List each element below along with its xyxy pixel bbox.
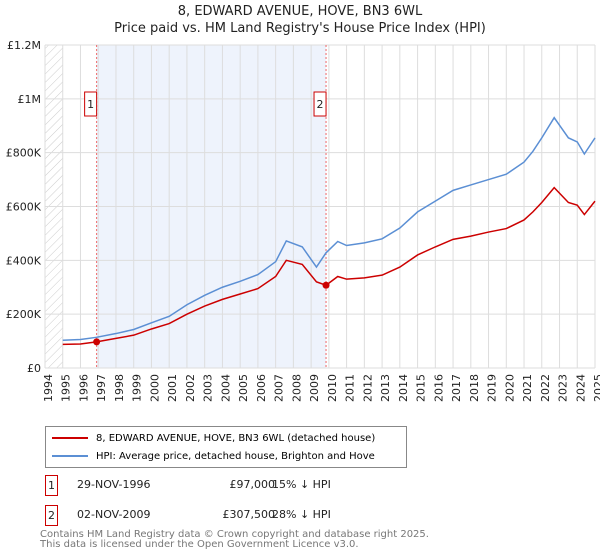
x-tick-label: 2002 [184,374,197,402]
x-tick-label: 1994 [42,374,55,402]
sale-date: 02-NOV-2009 [77,508,151,521]
y-tick-label: £1M [18,93,42,106]
sale-point [322,281,330,289]
sale-hpi: 28% ↓ HPI [272,508,331,521]
y-tick-label: £600K [6,201,42,214]
x-tick-label: 2014 [397,374,410,402]
x-tick-label: 2004 [219,374,232,402]
sale-row-2: 2 02-NOV-2009 £307,500 28% ↓ HPI [45,505,445,526]
x-tick-label: 2015 [415,374,428,402]
plot-area: 1994 1995 1996 1997 1998 1999 2000 2001 2002 2003… [6,39,600,402]
x-tick-label: 2006 [255,374,268,402]
sale-badge: 2 [45,505,58,526]
sale-label-box [84,91,98,117]
legend-label-property: 8, EDWARD AVENUE, HOVE, BN3 6WL (detache… [96,432,376,444]
chart-title: 8, EDWARD AVENUE, HOVE, BN3 6WL [177,4,423,19]
sale-date: 29-NOV-1996 [77,478,151,491]
series-line [62,116,596,342]
x-tick-label: 2019 [486,374,499,402]
x-tick-label: 2008 [290,374,303,402]
x-tick-label: 1998 [113,374,126,402]
x-tick-label: 1997 [95,374,108,402]
sale-row-1: 1 29-NOV-1996 £97,000 15% ↓ HPI [45,475,445,496]
footer: Contains HM Land Registry data © Crown c… [40,530,429,550]
x-tick-label: 1996 [77,374,90,402]
x-tick-label: 2011 [344,374,357,402]
x-tick-label: 2021 [521,374,534,402]
x-tick-label: 2017 [450,374,463,402]
x-tick-label: 2000 [148,374,161,402]
x-tick-label: 2016 [432,374,445,402]
x-tick-label: 2020 [503,374,516,402]
y-tick-label: £200K [6,308,42,321]
x-tick-label: 2024 [574,374,587,402]
sale-hpi: 15% ↓ HPI [272,478,331,491]
y-tick-label: £1.2M [7,39,41,52]
x-tick-label: 2025 [592,374,600,402]
x-tick-label: 2005 [237,374,250,402]
sale-price: £97,000 [229,478,276,491]
legend-swatch-property [52,437,88,439]
y-tick-label: £800K [6,147,42,160]
y-tick-label: £0 [27,362,41,375]
sale-badge: 1 [45,475,58,496]
x-tick-label: 2007 [273,374,286,402]
x-tick-label: 1999 [131,374,144,402]
x-tick-label: 2018 [468,374,481,402]
x-tick-label: 2013 [379,374,392,402]
sale-label-box [313,91,327,117]
x-tick-label: 2001 [166,374,179,402]
chart-subtitle: Price paid vs. HM Land Registry's House … [114,21,486,36]
legend-swatch-hpi [52,455,88,457]
sale-label: 1 [87,98,94,111]
x-tick-label: 2009 [308,374,321,402]
sale-price: £307,500 [222,508,276,521]
legend-label-hpi: HPI: Average price, detached house, Brig… [96,450,375,462]
x-tick-label: 2010 [326,374,339,402]
x-tick-label: 1995 [60,374,73,402]
sale-point [93,338,101,346]
x-tick-label: 2022 [539,374,552,402]
series-line [62,186,596,346]
footer-line-2: This data is licensed under the Open Gov… [40,539,359,550]
sale-label: 2 [317,98,324,111]
x-tick-label: 2023 [557,374,570,402]
legend: 8, EDWARD AVENUE, HOVE, BN3 6WL (detache… [45,426,407,468]
x-tick-label: 2003 [202,374,215,402]
x-tick-label: 2012 [361,374,374,402]
y-tick-label: £400K [6,254,42,267]
footer-line-1: Contains HM Land Registry data © Crown c… [40,529,429,540]
